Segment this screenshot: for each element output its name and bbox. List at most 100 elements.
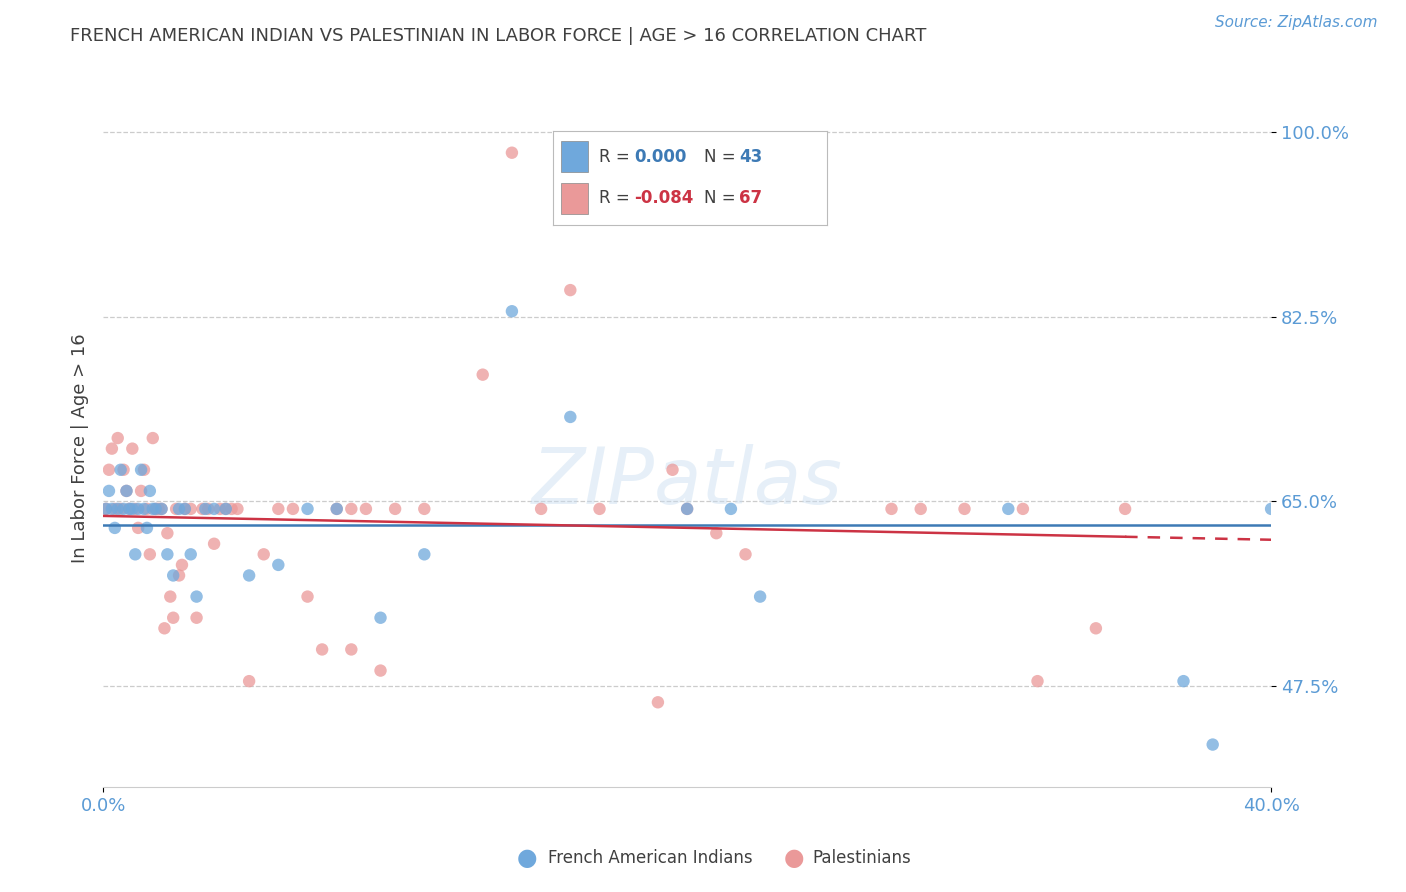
Point bbox=[162, 611, 184, 625]
Point bbox=[530, 501, 553, 516]
Point bbox=[325, 501, 347, 516]
Point bbox=[142, 501, 165, 516]
Point bbox=[121, 501, 143, 516]
Point bbox=[150, 501, 173, 516]
Point bbox=[110, 463, 132, 477]
Point bbox=[1260, 501, 1282, 516]
Point bbox=[124, 547, 146, 561]
Text: FRENCH AMERICAN INDIAN VS PALESTINIAN IN LABOR FORCE | AGE > 16 CORRELATION CHAR: FRENCH AMERICAN INDIAN VS PALESTINIAN IN… bbox=[70, 27, 927, 45]
Point bbox=[124, 501, 146, 516]
Point bbox=[194, 501, 217, 516]
Text: French American Indians: French American Indians bbox=[548, 849, 754, 867]
Point bbox=[226, 501, 249, 516]
Point bbox=[139, 547, 162, 561]
Point bbox=[136, 501, 159, 516]
Point bbox=[107, 431, 129, 445]
Point bbox=[202, 501, 225, 516]
Point bbox=[136, 521, 159, 535]
Point bbox=[180, 501, 202, 516]
Point bbox=[297, 590, 319, 604]
Point bbox=[129, 463, 152, 477]
Point bbox=[588, 501, 610, 516]
Text: ZIPatlas: ZIPatlas bbox=[531, 444, 842, 520]
Point bbox=[1012, 501, 1035, 516]
Point bbox=[1026, 674, 1049, 689]
Point bbox=[501, 145, 523, 160]
Point bbox=[202, 537, 225, 551]
Point bbox=[910, 501, 932, 516]
Point bbox=[162, 568, 184, 582]
Point bbox=[238, 568, 260, 582]
Point bbox=[560, 283, 582, 297]
Point bbox=[325, 501, 347, 516]
Point bbox=[354, 501, 377, 516]
Text: Palestinians: Palestinians bbox=[813, 849, 911, 867]
Point bbox=[953, 501, 976, 516]
Point bbox=[215, 501, 238, 516]
Point bbox=[501, 304, 523, 318]
Point bbox=[370, 611, 392, 625]
Point bbox=[471, 368, 494, 382]
Point bbox=[98, 483, 121, 498]
Point bbox=[215, 501, 238, 516]
Point bbox=[384, 501, 406, 516]
Point bbox=[267, 501, 290, 516]
Point bbox=[112, 501, 135, 516]
Point bbox=[173, 501, 195, 516]
Point bbox=[281, 501, 304, 516]
Y-axis label: In Labor Force | Age > 16: In Labor Force | Age > 16 bbox=[72, 334, 89, 564]
Point bbox=[112, 463, 135, 477]
Point bbox=[1114, 501, 1136, 516]
Point bbox=[1084, 621, 1107, 635]
Text: ●: ● bbox=[517, 847, 537, 870]
Point bbox=[340, 642, 363, 657]
Text: ●: ● bbox=[785, 847, 804, 870]
Point bbox=[340, 501, 363, 516]
Point bbox=[208, 501, 231, 516]
Point bbox=[253, 547, 276, 561]
Point bbox=[311, 642, 333, 657]
Point bbox=[98, 463, 121, 477]
Text: Source: ZipAtlas.com: Source: ZipAtlas.com bbox=[1215, 15, 1378, 29]
Point bbox=[370, 664, 392, 678]
Point bbox=[104, 521, 127, 535]
Point bbox=[676, 501, 699, 516]
Point bbox=[115, 483, 138, 498]
Point bbox=[153, 621, 176, 635]
Point bbox=[661, 463, 683, 477]
Point bbox=[413, 501, 436, 516]
Point bbox=[186, 611, 208, 625]
Point bbox=[165, 501, 187, 516]
Point bbox=[167, 568, 190, 582]
Point bbox=[107, 501, 129, 516]
Point bbox=[704, 526, 727, 541]
Point bbox=[749, 590, 772, 604]
Point bbox=[720, 501, 742, 516]
Point bbox=[186, 590, 208, 604]
Point bbox=[132, 501, 155, 516]
Point bbox=[197, 501, 219, 516]
Point bbox=[127, 521, 149, 535]
Point bbox=[647, 695, 669, 709]
Point bbox=[676, 501, 699, 516]
Point bbox=[156, 547, 179, 561]
Point bbox=[127, 501, 149, 516]
Point bbox=[121, 442, 143, 456]
Point bbox=[191, 501, 214, 516]
Point bbox=[238, 674, 260, 689]
Point bbox=[94, 501, 117, 516]
Point bbox=[150, 501, 173, 516]
Point bbox=[142, 431, 165, 445]
Point bbox=[159, 590, 181, 604]
Point bbox=[221, 501, 243, 516]
Point bbox=[118, 501, 141, 516]
Point bbox=[132, 463, 155, 477]
Point bbox=[1173, 674, 1195, 689]
Point bbox=[560, 409, 582, 424]
Point bbox=[148, 501, 170, 516]
Point bbox=[145, 501, 167, 516]
Point bbox=[118, 501, 141, 516]
Point bbox=[267, 558, 290, 572]
Point bbox=[104, 501, 127, 516]
Point bbox=[997, 501, 1019, 516]
